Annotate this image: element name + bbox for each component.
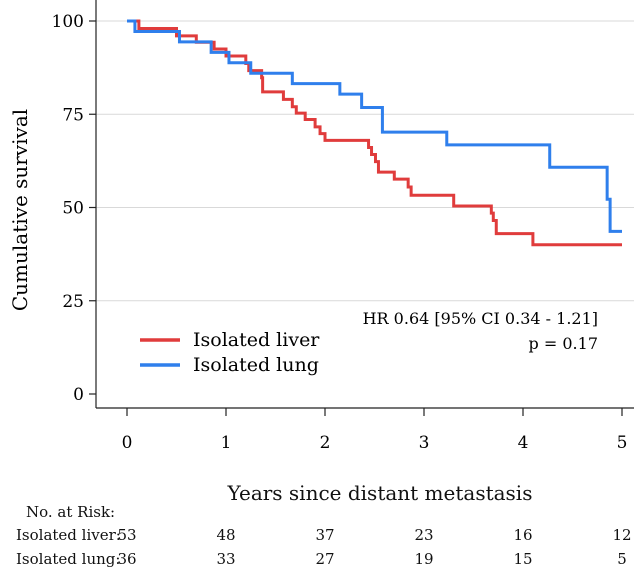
legend-liver-label: Isolated liver <box>193 329 320 351</box>
hr-annotation: HR 0.64 [95% CI 0.34 - 1.21] <box>363 309 598 328</box>
y-tick-label: 75 <box>62 105 84 125</box>
x-tick-label: 2 <box>320 433 331 453</box>
legend: Isolated liver Isolated lung <box>140 329 320 376</box>
x-axis-label: Years since distant metastasis <box>227 481 533 505</box>
lung-survival-curve <box>127 19 622 233</box>
risk-count: 19 <box>414 550 434 568</box>
legend-lung-label: Isolated lung <box>193 354 319 376</box>
y-tick-label: 0 <box>73 385 84 405</box>
liver-survival-curve <box>127 19 622 247</box>
risk-count: 16 <box>513 526 533 544</box>
p-value-annotation: p = 0.17 <box>529 334 598 353</box>
risk-count: 5 <box>617 550 627 568</box>
x-ticks: 0 1 2 3 4 5 <box>122 408 628 453</box>
risk-count: 23 <box>414 526 434 544</box>
x-tick-label: 1 <box>221 433 232 453</box>
y-tick-label: 25 <box>62 292 84 312</box>
risk-count: 48 <box>216 526 236 544</box>
risk-count: 33 <box>216 550 236 568</box>
x-tick-label: 5 <box>617 433 628 453</box>
y-axis-label: Cumulative survival <box>8 109 32 311</box>
x-tick-label: 3 <box>419 433 430 453</box>
risk-count: 12 <box>612 526 632 544</box>
y-tick-label: 100 <box>52 12 84 32</box>
survival-curves <box>127 19 622 247</box>
x-tick-label: 4 <box>518 433 529 453</box>
y-tick-label: 50 <box>62 199 84 219</box>
risk-count: 53 <box>117 526 137 544</box>
y-ticks: 0 25 50 75 100 <box>52 12 96 405</box>
risk-row-label: Isolated lung: <box>16 550 121 568</box>
risk-count: 36 <box>117 550 137 568</box>
risk-count: 27 <box>315 550 335 568</box>
risk-count: 15 <box>513 550 533 568</box>
x-tick-label: 0 <box>122 433 133 453</box>
risk-count: 37 <box>315 526 335 544</box>
risk-table-title: No. at Risk: <box>26 503 116 521</box>
grid-lines <box>96 20 634 302</box>
risk-row-label: Isolated liver: <box>16 526 121 544</box>
